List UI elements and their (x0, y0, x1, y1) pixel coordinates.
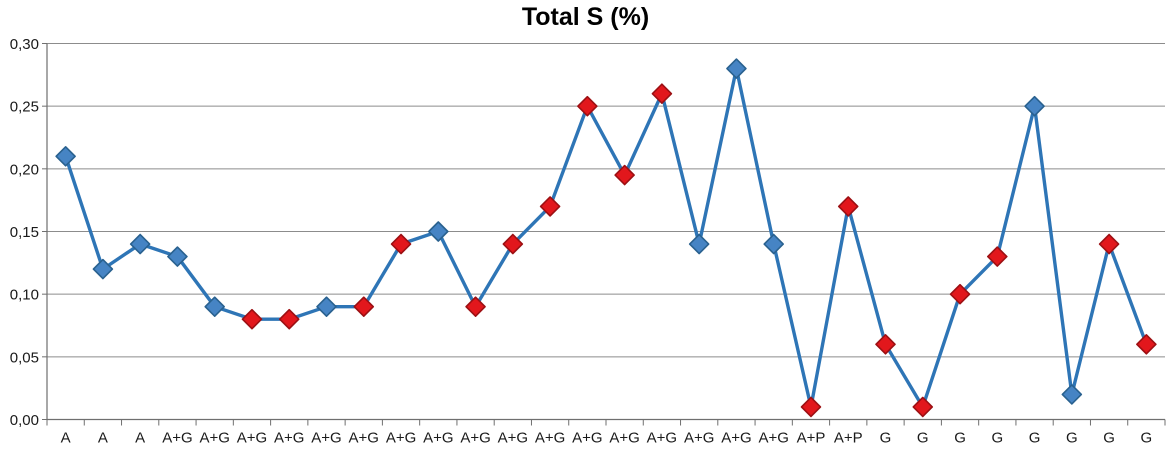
x-tick-label: A+G (535, 430, 565, 447)
x-tick-label: A+G (684, 430, 714, 447)
marker-diamond-red (987, 246, 1008, 267)
marker-diamond-red (241, 308, 263, 330)
x-tick-label: A+G (237, 430, 267, 447)
y-tick-label: 0,05 (10, 349, 39, 366)
x-tick-label: G (917, 430, 929, 447)
marker-diamond-red (949, 283, 971, 305)
x-tick-label: A+G (274, 430, 304, 447)
x-tick-label: G (1066, 430, 1078, 447)
x-tick-label: A+G (423, 430, 453, 447)
marker-diamond-blue (129, 233, 151, 255)
marker-diamond-blue (92, 258, 114, 280)
x-tick-label: A+G (498, 430, 528, 447)
x-tick-label: G (1029, 430, 1041, 447)
marker-diamond-red (502, 233, 524, 255)
x-tick-label: A (135, 430, 145, 447)
x-tick-label: A+G (162, 430, 192, 447)
marker-diamond-red (912, 396, 934, 418)
x-tick-label: A+P (797, 430, 826, 447)
x-tick-label: A (61, 430, 71, 447)
marker-diamond-red (651, 83, 673, 104)
marker-diamond-red (539, 196, 561, 217)
x-tick-label: G (991, 430, 1003, 447)
marker-diamond-blue (1061, 384, 1083, 405)
marker-diamond-red (390, 233, 412, 255)
x-tick-label: A+G (199, 430, 229, 447)
marker-diamond-blue (688, 233, 710, 255)
x-tick-label: G (880, 430, 892, 447)
marker-diamond-red (278, 308, 300, 330)
marker-diamond-blue (204, 296, 225, 317)
x-tick-label: A+P (834, 430, 863, 447)
x-tick-label: A+G (311, 430, 341, 447)
marker-diamond-red (353, 296, 375, 317)
marker-diamond-blue (1024, 95, 1045, 117)
marker-diamond-blue (316, 296, 337, 317)
marker-diamond-blue (726, 58, 747, 79)
x-tick-label: A+G (758, 430, 788, 447)
y-tick-label: 0,00 (10, 412, 39, 429)
marker-diamond-red (837, 196, 859, 217)
x-tick-label: A (98, 430, 108, 447)
y-tick-label: 0,10 (10, 287, 39, 304)
x-tick-label: A+G (349, 430, 379, 447)
y-tick-label: 0,25 (10, 99, 39, 116)
x-tick-label: G (954, 430, 966, 447)
marker-diamond-red (614, 164, 635, 186)
marker-diamond-red (800, 396, 822, 418)
x-tick-label: A+G (386, 430, 416, 447)
x-tick-label: A+G (572, 430, 602, 447)
x-tick-label: G (1103, 430, 1115, 447)
y-tick-label: 0,30 (10, 36, 39, 53)
marker-diamond-red (1098, 233, 1120, 255)
marker-diamond-blue (167, 246, 188, 267)
marker-diamond-blue (428, 221, 449, 242)
marker-diamond-red (577, 95, 598, 117)
x-tick-label: A+G (721, 430, 751, 447)
series-line (63, 66, 1149, 409)
chart-title: Total S (%) (521, 3, 650, 31)
marker-diamond-red (875, 334, 896, 355)
y-tick-label: 0,20 (10, 161, 39, 178)
marker-diamond-red (465, 296, 486, 317)
x-tick-label: G (1141, 430, 1153, 447)
x-tick-label: A+G (647, 430, 677, 447)
x-tick-label: A+G (460, 430, 490, 447)
marker-diamond-blue (55, 146, 76, 167)
marker-diamond-blue (763, 233, 784, 255)
x-tick-label: A+G (609, 430, 639, 447)
marker-diamond-red (1136, 334, 1157, 355)
y-tick-label: 0,15 (10, 224, 39, 241)
